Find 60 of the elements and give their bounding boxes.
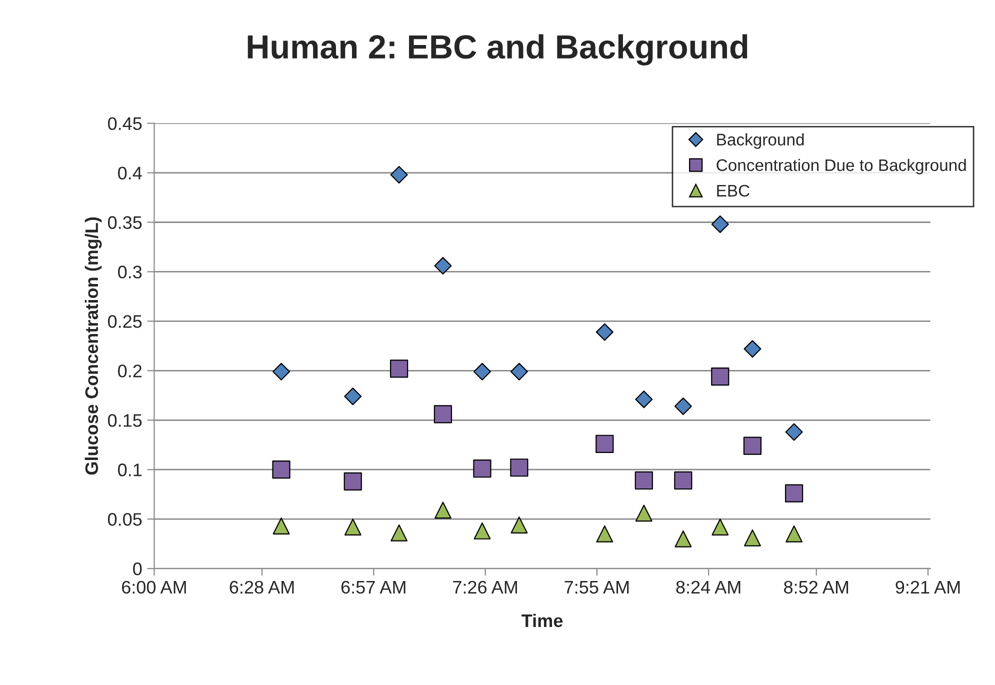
point	[473, 460, 492, 478]
point	[712, 518, 729, 536]
x-tick-label: 9:21 AM	[896, 580, 960, 594]
point	[711, 368, 730, 386]
point	[674, 471, 692, 490]
point	[390, 360, 408, 378]
x-tick-label: 7:26 AM	[453, 580, 517, 594]
point	[635, 390, 653, 408]
point	[596, 525, 614, 542]
y-tick-label: 0.2	[118, 364, 142, 378]
y-tick-label: 0.4	[118, 166, 142, 180]
point	[674, 530, 692, 548]
point	[434, 405, 452, 424]
point	[344, 472, 362, 491]
x-axis-title: Time	[522, 614, 563, 628]
x-tick-label: 8:52 AM	[784, 580, 848, 594]
point	[744, 529, 761, 546]
point	[272, 460, 290, 479]
point	[634, 471, 653, 490]
point	[510, 362, 528, 380]
point	[785, 423, 803, 441]
point	[743, 436, 762, 455]
y-tick-label: 0.35	[108, 216, 142, 229]
point	[390, 166, 408, 184]
point	[786, 525, 803, 542]
x-tick-label: 6:57 AM	[341, 580, 406, 594]
point	[474, 522, 491, 540]
legend-label: Concentration Due to Background	[716, 158, 966, 174]
legend-label: Background	[717, 133, 804, 149]
point	[674, 398, 692, 416]
y-tick-label: 0.45	[108, 117, 142, 130]
point	[272, 362, 290, 380]
y-tick-label: 0.3	[118, 266, 142, 278]
y-tick-label: 0.25	[108, 315, 142, 328]
point	[390, 524, 408, 542]
point	[344, 388, 362, 406]
chart-title: Human 2: EBC and Background	[248, 34, 748, 66]
point	[510, 516, 528, 534]
point	[635, 504, 652, 522]
point	[473, 362, 491, 380]
y-axis-title: Glucose Concentration (mg/L)	[84, 217, 102, 475]
x-tick-label: 6:28 AM	[230, 580, 294, 594]
y-tick-label: 0.15	[108, 414, 142, 427]
x-tick-label: 6:00 AM	[122, 580, 186, 594]
y-tick-label: 0	[133, 562, 142, 576]
point	[272, 518, 290, 534]
y-tick-label: 0.1	[118, 464, 142, 476]
point	[434, 502, 452, 519]
x-tick-label: 7:55 AM	[564, 581, 629, 594]
y-tick-label: 0.05	[108, 513, 142, 526]
point	[510, 458, 528, 477]
point	[784, 484, 804, 502]
point	[344, 518, 362, 536]
point	[434, 257, 452, 275]
x-tick-label: 8:24 AM	[676, 580, 740, 594]
legend-label: EBC	[717, 184, 750, 197]
point	[596, 434, 614, 453]
point	[744, 340, 762, 358]
point	[596, 323, 614, 341]
point	[711, 215, 729, 233]
